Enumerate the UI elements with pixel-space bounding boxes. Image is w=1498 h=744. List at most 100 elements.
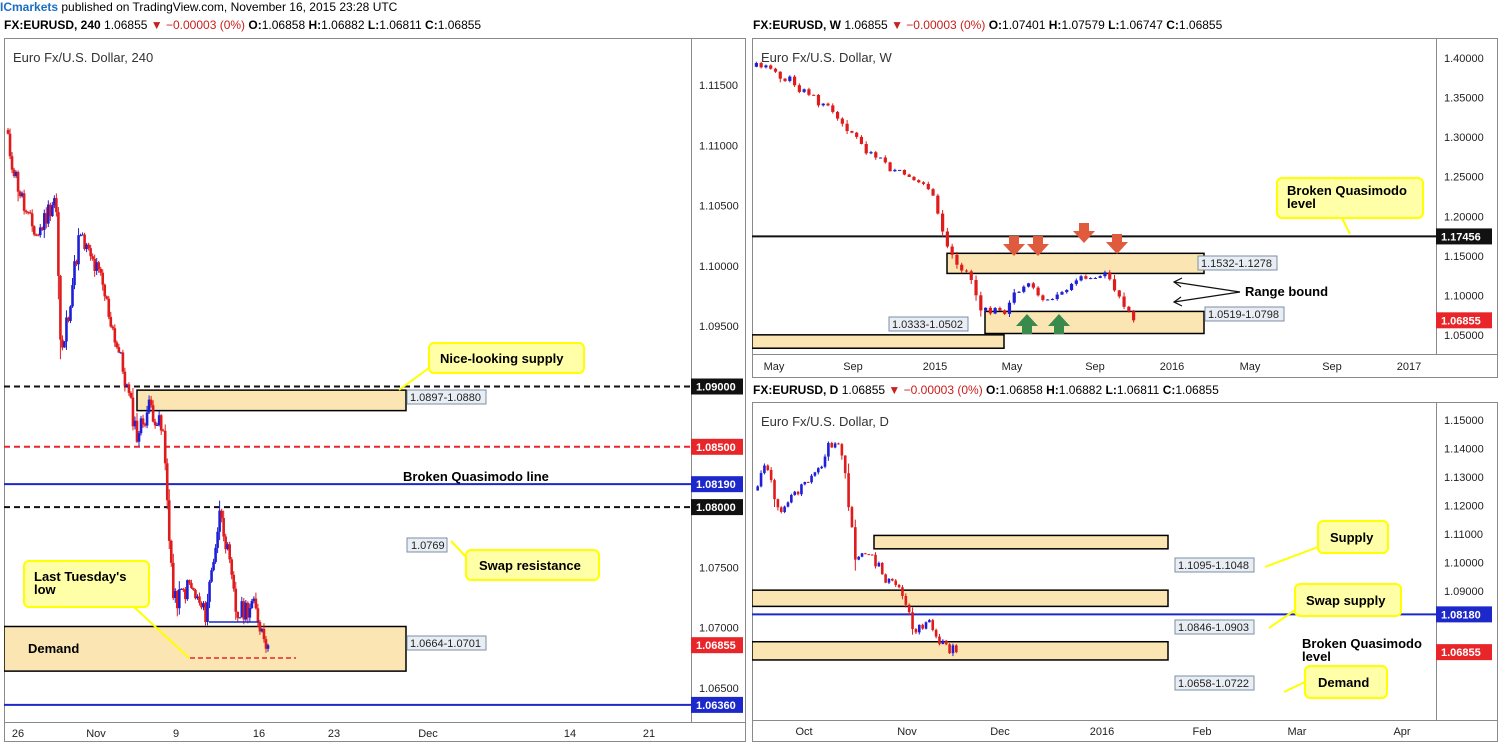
d-candle (756, 486, 759, 491)
d-symbol: FX:EURUSD, D (753, 383, 839, 397)
h4-candle (258, 622, 262, 632)
h4-candle (127, 384, 131, 393)
h4-candle (59, 275, 62, 340)
d-y-tick: 1.10000 (1444, 558, 1484, 570)
w-candle (812, 94, 816, 96)
h4-chart[interactable]: Euro Fx/U.S. Dollar, 240 1.11500 1.11000 1… (4, 38, 746, 742)
d-candle (786, 502, 790, 507)
w-candle (1041, 295, 1045, 300)
h4-candle (115, 342, 119, 348)
publisher-name[interactable]: ICmarkets (0, 0, 59, 14)
w-candle (1007, 302, 1012, 314)
h4-low: 1.06811 (379, 18, 422, 32)
w-y-tick: 1.25000 (1444, 172, 1484, 184)
w-candle (859, 136, 864, 144)
h4-level-tag: 1.09000 (696, 382, 736, 394)
d-candle (796, 491, 800, 495)
h4-candle (28, 212, 32, 214)
h4-y-tick: 1.06500 (699, 683, 739, 695)
h4-candle (234, 588, 238, 612)
w-candle (769, 65, 773, 69)
d-level-tag: 1.08180 (1441, 609, 1481, 621)
w-candle (1069, 283, 1074, 291)
w-x-tick: Sep (1322, 361, 1342, 373)
d-candle (843, 455, 847, 474)
w-candle (1036, 287, 1040, 296)
d-candle (860, 553, 864, 557)
d-candle (874, 554, 877, 567)
w-level-tag: 1.17456 (1441, 231, 1481, 243)
w-candle (1084, 276, 1088, 279)
d-candle (827, 442, 830, 457)
w-candle (921, 182, 926, 184)
d-x-tick: Dec (990, 726, 1010, 738)
h4-callout-lastlow (23, 560, 150, 608)
h4-candle (155, 424, 159, 426)
h4-candle (91, 256, 94, 259)
w-title: Euro Fx/U.S. Dollar, W (761, 50, 892, 65)
w-high: 1.07579 (1061, 18, 1105, 32)
h4-candle (214, 547, 217, 562)
h4-candle (131, 397, 135, 427)
h4-x-tick: 23 (328, 728, 340, 740)
d-y-tick: 1.09000 (1444, 586, 1484, 598)
h4-x-tick: Nov (86, 728, 106, 740)
publisher-text: published on TradingView.com, November 1… (61, 0, 398, 14)
d-header: FX:EURUSD, D 1.06855 ▼ −0.00003 (0%) O:1… (753, 383, 1219, 397)
h4-swap-label: 1.0769 (411, 540, 445, 552)
h4-candle (79, 235, 82, 237)
h4-y-tick: 1.10500 (699, 201, 739, 213)
d-candle (773, 480, 776, 500)
w-candle (941, 213, 945, 232)
h4-candle (135, 420, 139, 442)
h4-last: 1.06855 (104, 18, 148, 32)
h4-callout-supply (428, 342, 585, 374)
h4-callout-supply-text: Nice-looking supply (440, 351, 564, 366)
w-x-tick: Sep (1085, 361, 1105, 373)
d-candle (894, 580, 898, 585)
w-candles (754, 61, 1136, 323)
w-candle (907, 174, 911, 177)
h4-candle (117, 347, 121, 353)
d-chart[interactable]: Euro Fx/U.S. Dollar, D 1.15000 1.14000 1.1… (752, 402, 1498, 742)
w-candle (1132, 311, 1136, 321)
h4-candle (212, 561, 215, 571)
d-candle (816, 468, 820, 473)
w-candle (902, 169, 907, 175)
w-x-tick: 2015 (923, 361, 947, 373)
d-candle (880, 562, 884, 575)
h4-candle (194, 589, 197, 599)
h4-y-tick: 1.11000 (699, 140, 738, 152)
h4-candle (210, 570, 213, 582)
h4-candle (125, 384, 129, 387)
w-candle (1117, 290, 1121, 297)
w-candle (931, 189, 935, 196)
w-candle (988, 307, 992, 314)
d-candle (867, 554, 871, 556)
h4-candle (208, 581, 211, 602)
w-x-tick: May (764, 361, 785, 373)
h4-candle (99, 268, 103, 273)
w-candle (945, 231, 949, 247)
d-zone (752, 589, 1169, 608)
h4-candle (202, 603, 205, 608)
w-chart[interactable]: Euro Fx/U.S. Dollar, W 1.40000 1.35000 1.3… (752, 38, 1498, 378)
d-x-tick: Feb (1193, 726, 1212, 738)
w-candle (807, 89, 811, 95)
w-candle (1017, 291, 1021, 293)
d-candle (907, 604, 911, 613)
w-candle (979, 295, 983, 311)
h4-zone-label-demand: 1.0664-1.0701 (410, 638, 481, 650)
w-x-tick: Sep (843, 361, 863, 373)
h4-level-tag: 1.08190 (696, 479, 736, 491)
h4-high: 1.06882 (321, 18, 365, 32)
w-header: FX:EURUSD, W 1.06855 ▼ −0.00003 (0%) O:1… (753, 18, 1223, 32)
h4-candle (133, 420, 137, 427)
h4-candle (101, 272, 105, 285)
h4-candle (109, 316, 113, 327)
w-candle (1003, 310, 1007, 314)
d-zone-label-supply: 1.1095-1.1048 (1178, 560, 1249, 572)
w-candle (955, 254, 959, 265)
d-candle (813, 472, 817, 476)
d-zone-label-demand: 1.0658-1.0722 (1178, 678, 1249, 690)
